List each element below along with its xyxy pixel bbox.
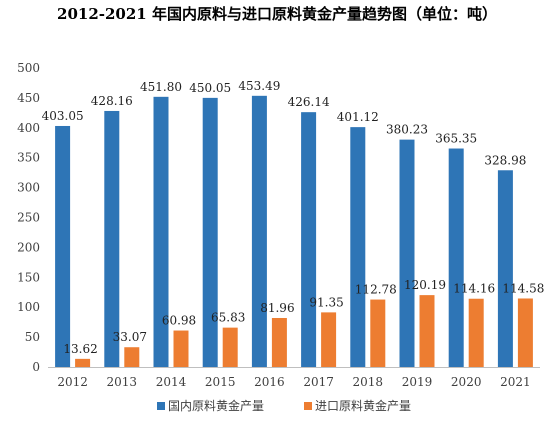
- data-label-imported-2016: 81.96: [260, 301, 294, 315]
- y-tick-label: 150: [17, 270, 40, 284]
- data-label-domestic-2019: 380.23: [386, 123, 428, 137]
- bar-imported-2016[interactable]: [271, 317, 287, 367]
- x-tick-label: 2015: [205, 375, 236, 389]
- bar-imported-2013[interactable]: [124, 347, 140, 367]
- data-label-domestic-2021: 328.98: [484, 153, 526, 167]
- y-tick-label: 300: [17, 181, 40, 195]
- legend-swatch-domestic: [157, 402, 165, 410]
- x-tick-label: 2020: [451, 375, 482, 389]
- y-tick-label: 100: [17, 300, 40, 314]
- data-label-domestic-2018: 401.12: [337, 110, 379, 124]
- x-tick-label: 2018: [353, 375, 384, 389]
- data-label-imported-2021: 114.58: [502, 281, 544, 295]
- bar-imported-2012[interactable]: [75, 358, 91, 367]
- bar-domestic-2016[interactable]: [251, 95, 267, 367]
- legend-label-imported: 进口原料黄金产量: [315, 398, 411, 413]
- data-label-domestic-2014: 451.80: [140, 80, 182, 94]
- legend-label-domestic: 国内原料黄金产量: [168, 398, 264, 413]
- bar-imported-2017[interactable]: [321, 312, 337, 367]
- x-tick-label: 2019: [402, 375, 433, 389]
- bar-imported-2018[interactable]: [370, 299, 386, 367]
- data-label-imported-2018: 112.78: [355, 283, 397, 297]
- data-label-domestic-2012: 403.05: [42, 109, 84, 123]
- y-tick-label: 400: [17, 121, 40, 135]
- bar-imported-2015[interactable]: [222, 327, 238, 367]
- bar-domestic-2015[interactable]: [202, 97, 218, 367]
- x-tick-label: 2014: [156, 375, 187, 389]
- data-label-imported-2020: 114.16: [453, 282, 495, 296]
- bar-domestic-2018[interactable]: [350, 127, 366, 367]
- data-label-imported-2013: 33.07: [113, 330, 147, 344]
- y-tick-label: 0: [32, 360, 40, 374]
- x-tick-label: 2021: [500, 375, 531, 389]
- data-label-domestic-2017: 426.14: [288, 95, 330, 109]
- data-label-domestic-2016: 453.49: [238, 79, 280, 93]
- bar-domestic-2019[interactable]: [399, 139, 415, 367]
- x-tick-label: 2013: [107, 375, 138, 389]
- x-tick-label: 2012: [57, 375, 88, 389]
- bar-domestic-2020[interactable]: [448, 148, 464, 367]
- y-tick-label: 500: [17, 61, 40, 75]
- bar-imported-2014[interactable]: [173, 330, 189, 367]
- bar-imported-2021[interactable]: [517, 298, 533, 367]
- data-label-imported-2014: 60.98: [162, 314, 196, 328]
- y-tick-label: 200: [17, 240, 40, 254]
- data-label-domestic-2020: 365.35: [435, 132, 477, 146]
- bar-imported-2020[interactable]: [468, 298, 484, 367]
- bar-domestic-2013[interactable]: [104, 110, 120, 367]
- data-label-imported-2015: 65.83: [211, 311, 245, 325]
- data-label-domestic-2015: 450.05: [189, 81, 231, 95]
- x-tick-label: 2017: [303, 375, 334, 389]
- bar-domestic-2017[interactable]: [301, 112, 317, 368]
- data-label-imported-2019: 120.19: [404, 278, 446, 292]
- y-tick-label: 50: [25, 330, 40, 344]
- data-label-domestic-2013: 428.16: [91, 94, 133, 108]
- x-tick-label: 2016: [254, 375, 285, 389]
- bar-imported-2019[interactable]: [419, 295, 435, 367]
- data-label-imported-2017: 91.35: [309, 295, 343, 309]
- y-tick-label: 250: [17, 211, 40, 225]
- bar-domestic-2012[interactable]: [55, 125, 71, 367]
- bar-domestic-2014[interactable]: [153, 96, 169, 367]
- bar-domestic-2021[interactable]: [497, 170, 513, 367]
- y-tick-label: 350: [17, 151, 40, 165]
- y-tick-label: 450: [17, 91, 40, 105]
- chart-title: 2012-2021 年国内原料与进口原料黄金产量趋势图（单位：吨）: [57, 5, 497, 23]
- legend-swatch-imported: [304, 402, 312, 410]
- data-label-imported-2012: 13.62: [63, 342, 97, 356]
